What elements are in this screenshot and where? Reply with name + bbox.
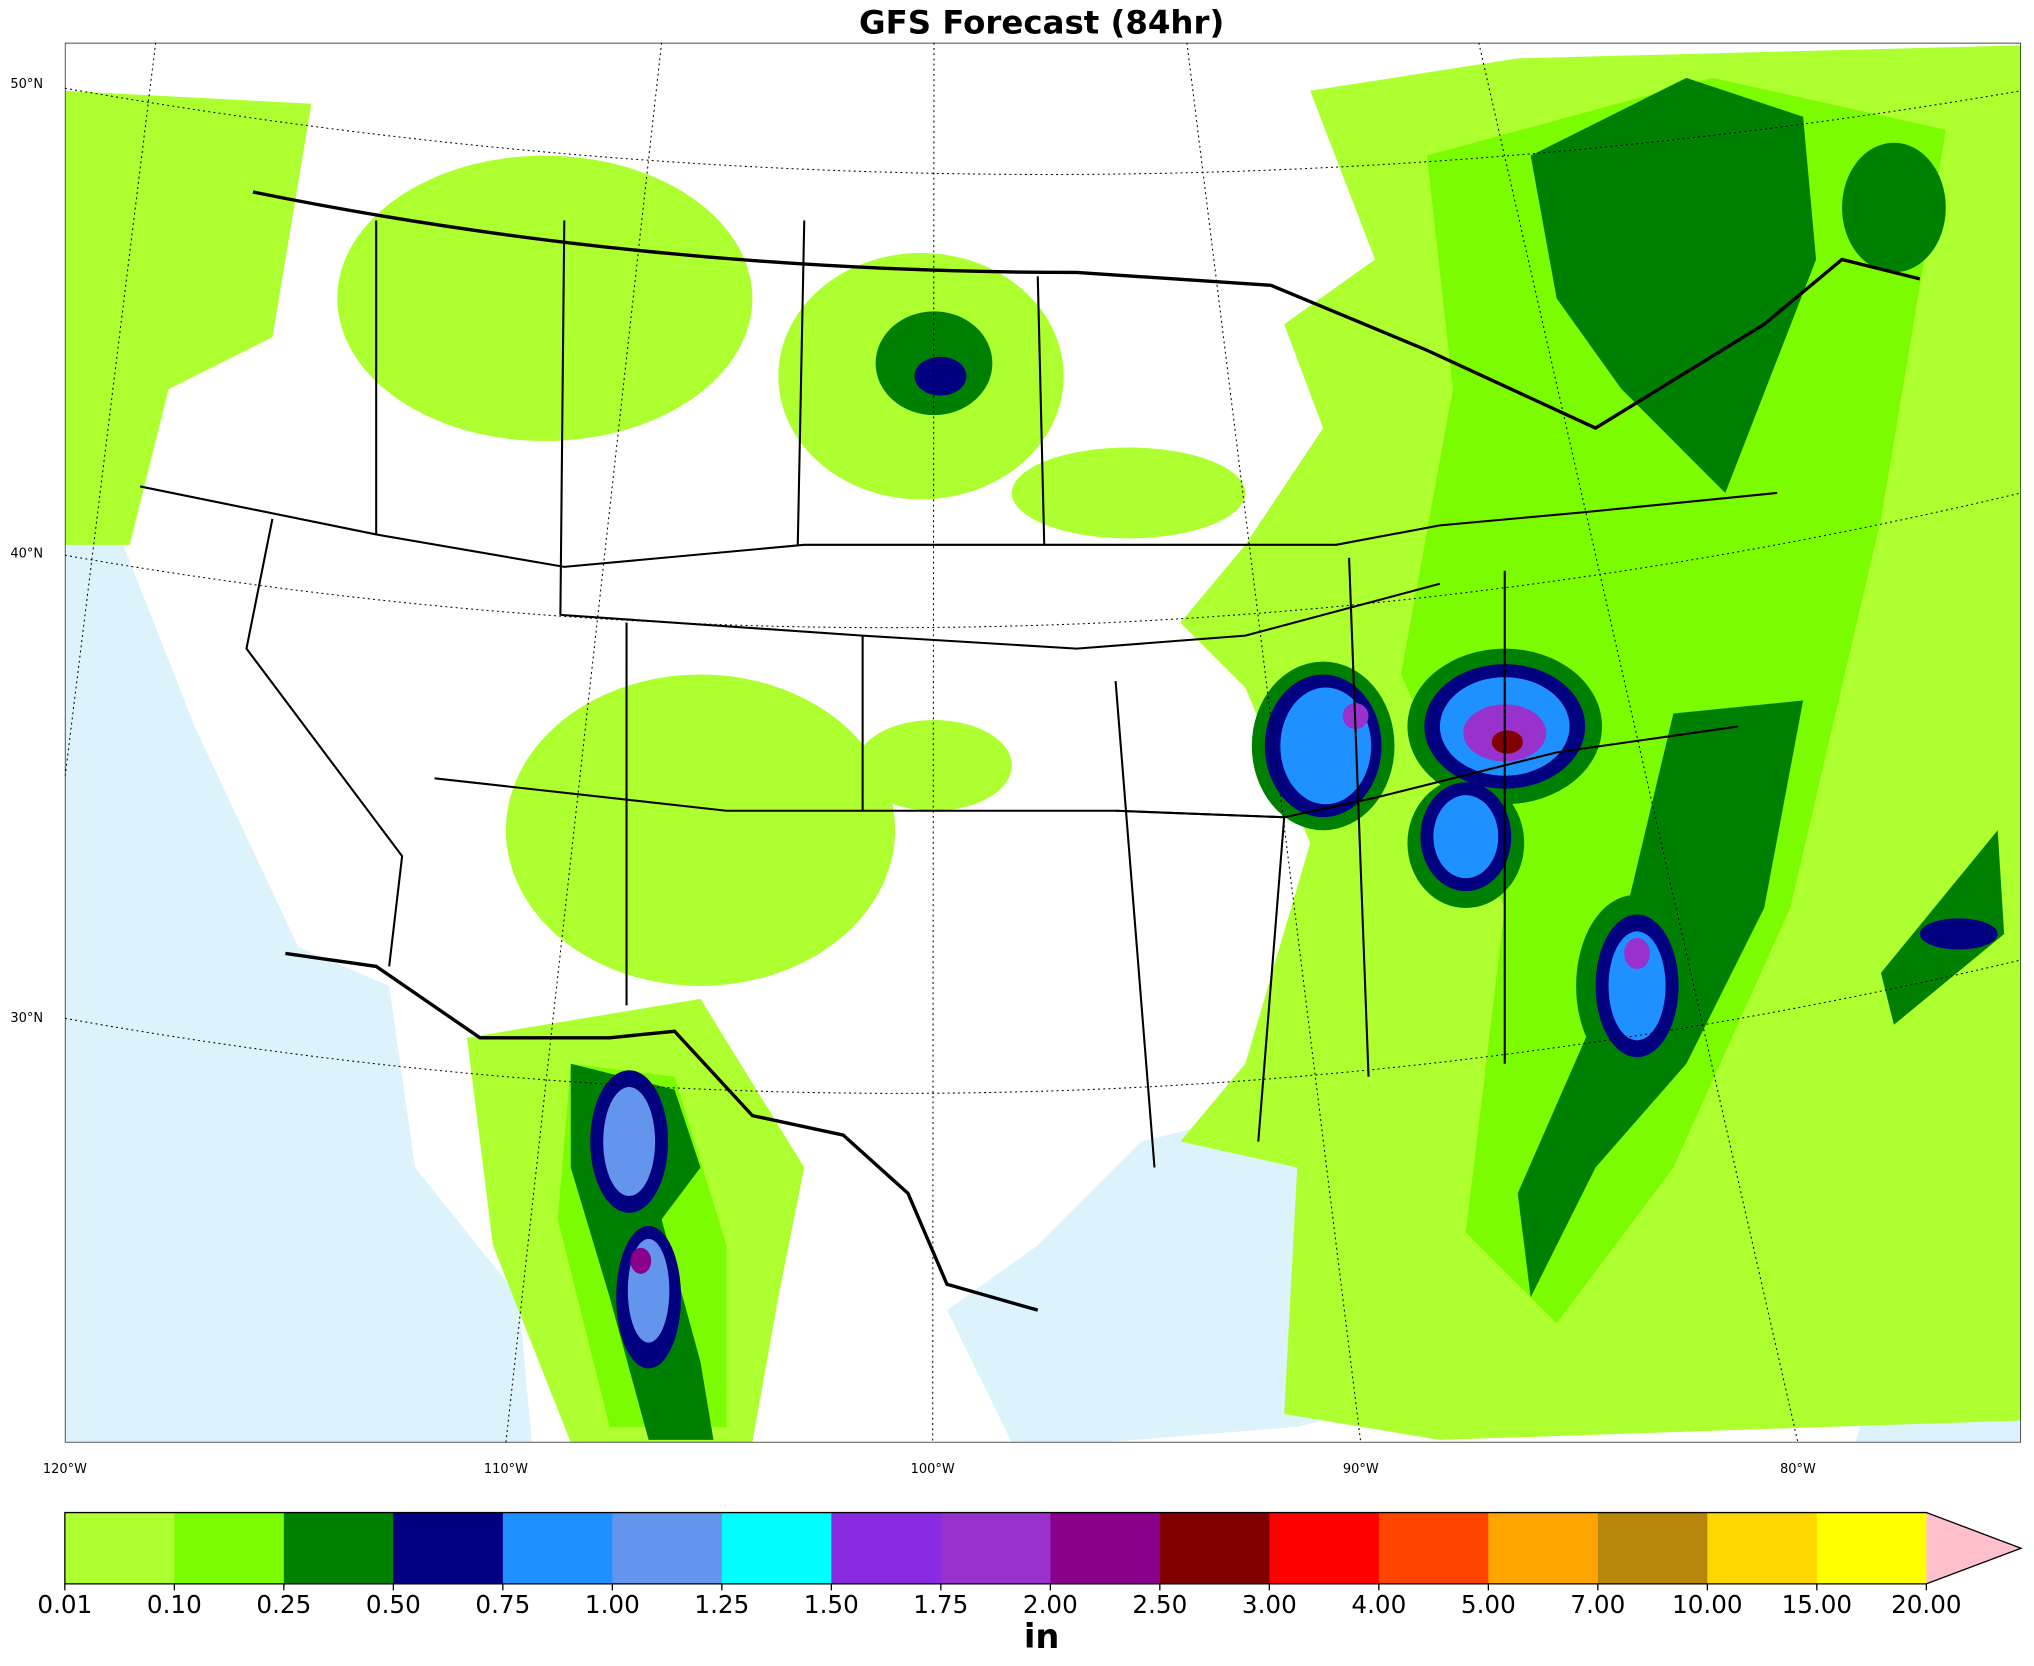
- colorbar-bin: [1159, 1512, 1270, 1584]
- colorbar-bin: [1378, 1512, 1489, 1584]
- colorbar-extension: [1926, 1512, 2022, 1584]
- colorbar-tick-label: 0.75: [475, 1590, 530, 1619]
- colorbar-bin: [940, 1512, 1051, 1584]
- colorbar-tick-label: 1.00: [585, 1590, 640, 1619]
- axis-labels: 50°N 40°N 30°N 120°W 110°W 100°W 90°W 80°W: [10, 77, 1816, 1477]
- colorbar-tick-label: 1.75: [913, 1590, 968, 1619]
- title: GFS Forecast (84hr): [859, 4, 1224, 42]
- colorbar-bin: [831, 1512, 942, 1584]
- colorbar-tick-label: 7.00: [1570, 1590, 1625, 1619]
- colorbar-unit: in: [1024, 1617, 1060, 1656]
- colorbar-tick-label: 1.50: [804, 1590, 859, 1619]
- colorbar-bin: [174, 1512, 285, 1584]
- colorbar-tick-label: 10.00: [1672, 1590, 1742, 1619]
- lon-label: 120°W: [43, 1462, 87, 1477]
- colorbar: 0.01 0.10 0.25 0.50 0.75 1.00 1.25 1.50 1.75 2.00…: [37, 1511, 2023, 1656]
- colorbar-tick-label: 0.50: [366, 1590, 421, 1619]
- borders: [139, 190, 1921, 1312]
- graticule: [64, 42, 2022, 1443]
- lon-label: 90°W: [1343, 1462, 1379, 1477]
- colorbar-tick-label: 20.00: [1891, 1590, 1961, 1619]
- lon-label: 80°W: [1780, 1462, 1816, 1477]
- colorbar-bin: [1269, 1512, 1380, 1584]
- colorbar-tick-label: 2.50: [1132, 1590, 1187, 1619]
- colorbar-tick-label: 2.00: [1023, 1590, 1078, 1619]
- lat-label: 50°N: [10, 77, 43, 92]
- colorbar-tick-label: 5.00: [1461, 1590, 1516, 1619]
- colorbar-tick-label: 3.00: [1242, 1590, 1297, 1619]
- lat-label: 30°N: [10, 1011, 43, 1026]
- colorbar-bin: [1816, 1512, 1927, 1584]
- lon-label: 100°W: [911, 1462, 955, 1477]
- colorbar-bin: [393, 1512, 504, 1584]
- colorbar-tick-label: 0.10: [147, 1590, 202, 1619]
- pacific: [64, 324, 532, 1443]
- colorbar-tick-label: 15.00: [1782, 1590, 1852, 1619]
- colorbar-bin: [1050, 1512, 1161, 1584]
- lon-label: 110°W: [484, 1462, 528, 1477]
- colorbar-bin: [612, 1512, 723, 1584]
- colorbar-tick-label: 4.00: [1351, 1590, 1406, 1619]
- colorbar-bin: [1597, 1512, 1708, 1584]
- colorbar-tick-label: 0.25: [256, 1590, 311, 1619]
- colorbar-bin: [283, 1512, 395, 1584]
- map: [64, 42, 2022, 1443]
- colorbar-outline: [64, 1511, 2023, 1585]
- colorbar-bin: [1707, 1512, 1818, 1584]
- colorbar-bin: [64, 1512, 176, 1584]
- colorbar-bin: [502, 1512, 614, 1584]
- colorbar-tick-label: 1.25: [694, 1590, 749, 1619]
- colorbar-bin: [1488, 1512, 1599, 1584]
- colorbar-bin: [721, 1512, 832, 1584]
- lat-label: 40°N: [10, 546, 43, 561]
- colorbar-tick-label: 0.01: [37, 1590, 92, 1619]
